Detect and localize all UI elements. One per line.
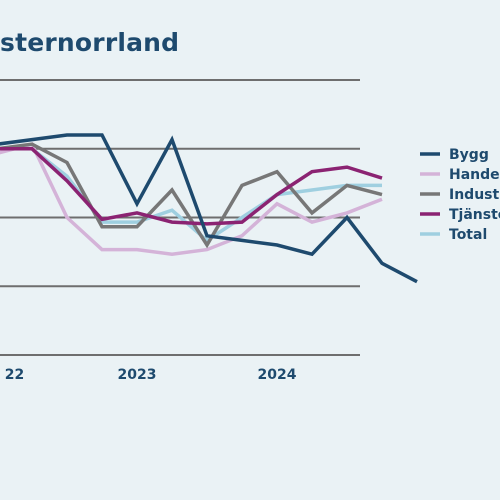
series-line-bygg — [0, 133, 418, 284]
legend: Bygg Handel Industri Tjänster Total — [420, 147, 500, 243]
x-tick-label-1: 2023 — [118, 367, 157, 383]
x-tick-label-0: 22 — [5, 367, 24, 383]
series-line-handel — [0, 142, 383, 256]
series-line-tjänster — [0, 147, 383, 226]
series-line-industri — [0, 142, 383, 249]
series-lines — [0, 133, 418, 284]
legend-label-industri: Industri — [449, 187, 500, 203]
legend-label-tjänster: Tjänster — [449, 207, 500, 223]
series-line-total — [0, 147, 382, 243]
legend-label-total: Total — [449, 227, 487, 243]
legend-label-bygg: Bygg — [449, 147, 489, 163]
chart-title: sternorrland — [0, 28, 180, 57]
legend-label-handel: Handel — [449, 167, 500, 183]
x-tick-label-2: 2024 — [258, 367, 297, 383]
x-axis-ticks: 22 2023 2024 — [5, 367, 297, 383]
